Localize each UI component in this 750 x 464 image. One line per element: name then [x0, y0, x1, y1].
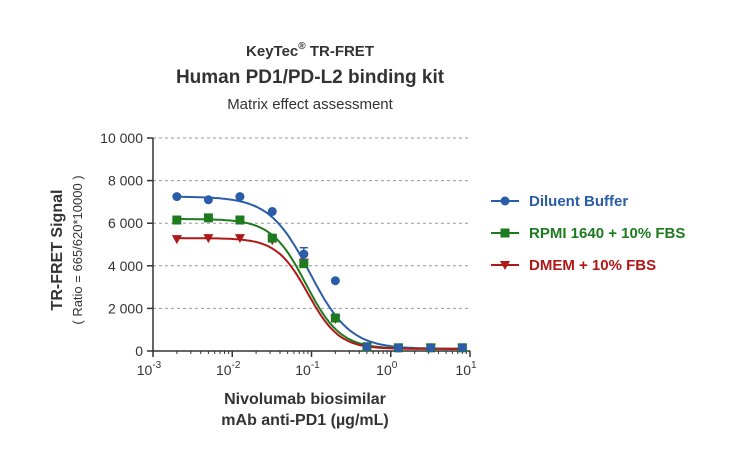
data-point [203, 213, 213, 223]
y-axis-sublabel: ( Ratio = 665/620*10000 ) [70, 175, 85, 324]
data-point [426, 343, 436, 353]
data-point [234, 234, 245, 244]
legend-label: DMEM + 10% FBS [529, 257, 656, 274]
brand-name: KeyTec [246, 43, 298, 60]
x-tick-label: 10-3 [137, 360, 162, 378]
y-axis-ticks: 0 2 000 4 000 6 000 8 000 10 000 [100, 130, 153, 359]
legend-marker [500, 261, 510, 270]
fit-curves [176, 195, 463, 350]
brand-registered-mark: ® [298, 41, 306, 52]
y-axis-label: TR-FRET Signal [49, 190, 66, 311]
x-axis-ticks: 10-3 10-2 10-1 100 101 [137, 351, 477, 378]
data-points [171, 192, 468, 353]
chart-title: Human PD1/PD-L2 binding kit [176, 67, 445, 88]
legend-marker [500, 228, 510, 238]
data-point [457, 343, 467, 353]
legend-label: RPMI 1640 + 10% FBS [529, 225, 685, 242]
data-point [267, 233, 277, 243]
data-point [203, 195, 213, 205]
x-axis-label-line2: mAb anti-PD1 (µg/mL) [221, 412, 388, 429]
legend-label: Diluent Buffer [529, 193, 628, 210]
x-tick-label: 100 [376, 360, 398, 378]
legend-marker [500, 196, 510, 206]
data-point [267, 206, 277, 216]
legend: Diluent Buffer RPMI 1640 + 10% FBS DMEM + … [491, 193, 685, 274]
x-tick-label: 10-2 [216, 360, 241, 378]
data-point [203, 234, 214, 244]
chart-brand: KeyTec® TR-FRET [246, 41, 374, 60]
fit-curve [176, 237, 463, 350]
data-point [393, 343, 403, 353]
data-point [299, 249, 309, 259]
y-tick-label: 8 000 [108, 173, 143, 189]
y-tick-label: 10 000 [100, 130, 143, 146]
data-point [330, 276, 340, 286]
data-point [172, 192, 182, 202]
chart-subtitle: Matrix effect assessment [227, 96, 393, 113]
data-point [172, 215, 182, 225]
data-point [299, 259, 309, 269]
y-tick-label: 6 000 [108, 215, 143, 231]
axes [152, 138, 470, 352]
y-tick-label: 4 000 [108, 258, 143, 274]
x-tick-label: 101 [455, 360, 477, 378]
data-point [362, 342, 372, 352]
data-point [235, 192, 245, 202]
brand-suffix: TR-FRET [306, 43, 374, 60]
x-tick-label: 10-1 [295, 360, 320, 378]
data-point [171, 235, 182, 245]
grid-lines [153, 137, 470, 309]
data-point [330, 313, 340, 323]
y-tick-label: 2 000 [108, 300, 143, 316]
x-axis-label-line1: Nivolumab biosimilar [224, 391, 386, 408]
y-tick-label: 0 [135, 343, 143, 359]
data-point [235, 215, 245, 225]
